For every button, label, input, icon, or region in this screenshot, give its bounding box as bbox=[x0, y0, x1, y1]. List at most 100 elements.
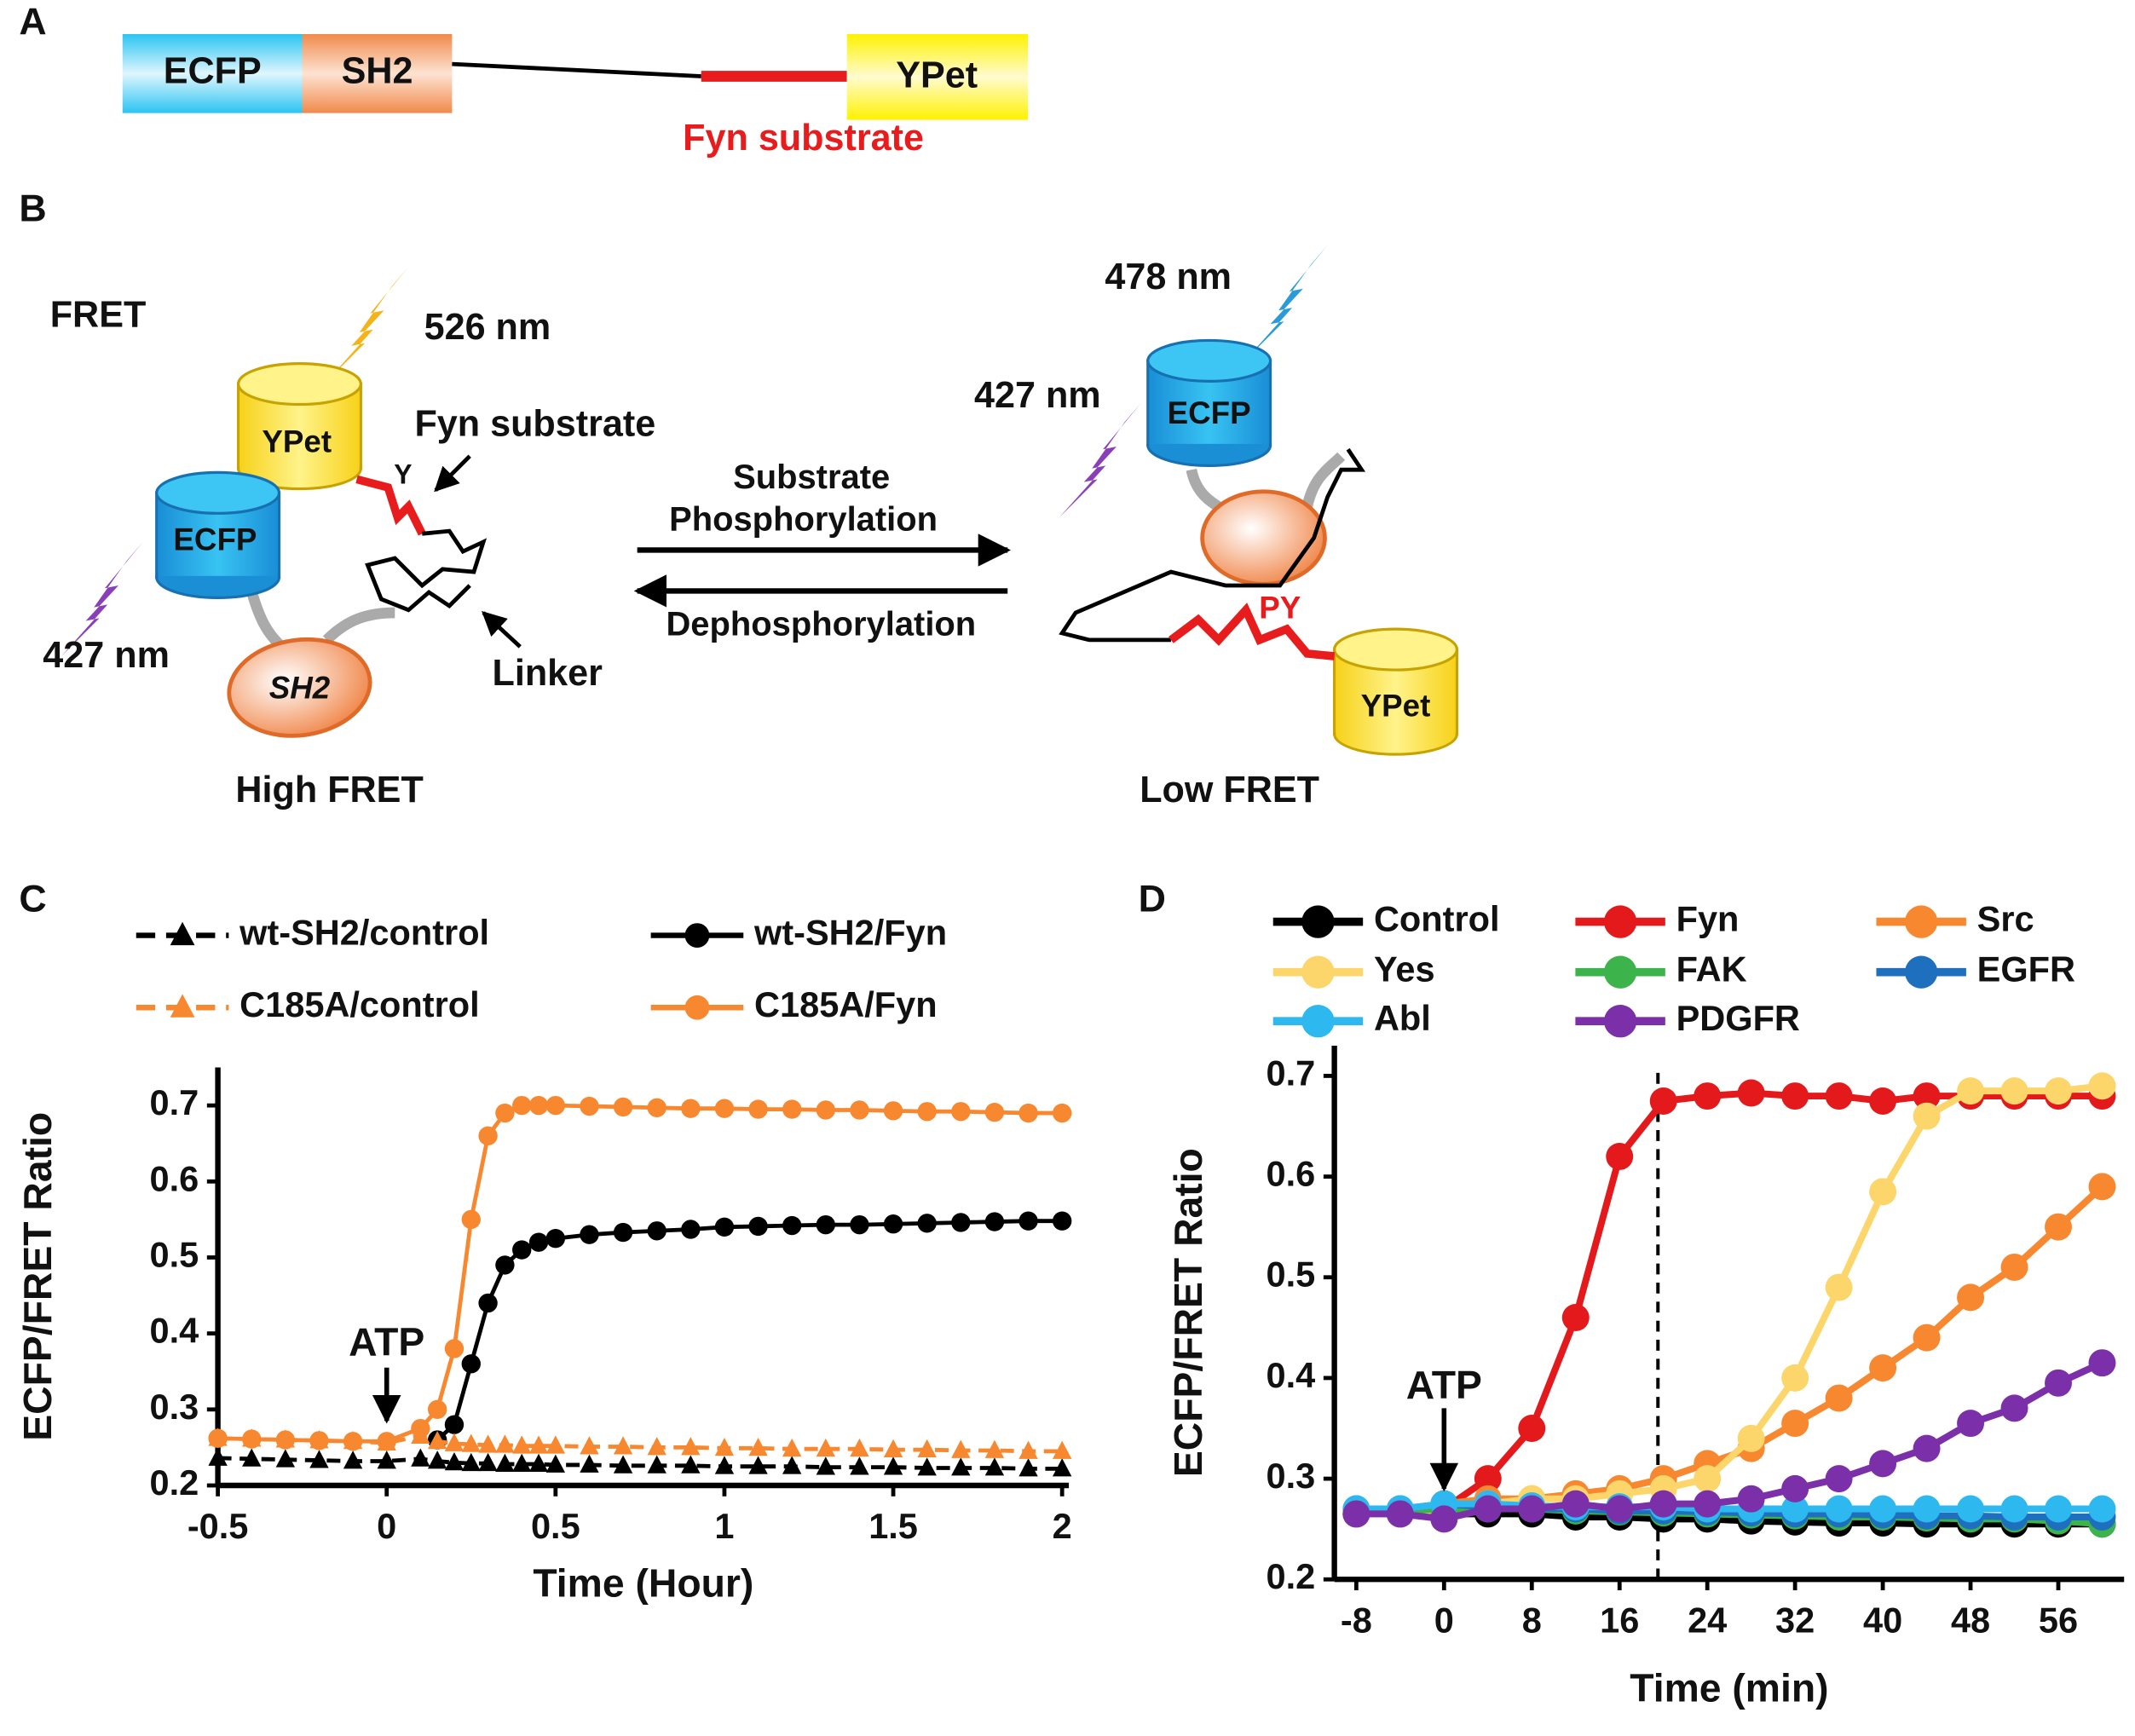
data-point bbox=[951, 1102, 971, 1122]
data-point bbox=[782, 1438, 802, 1457]
data-point bbox=[748, 1456, 768, 1474]
data-point bbox=[1430, 1505, 1458, 1533]
legend-marker bbox=[170, 994, 195, 1018]
series-line bbox=[436, 1219, 1063, 1442]
protein-label: YPet bbox=[1361, 688, 1431, 723]
data-point bbox=[1694, 1082, 1722, 1110]
data-point bbox=[816, 1100, 835, 1120]
data-point bbox=[545, 1435, 566, 1454]
data-point bbox=[1561, 1304, 1590, 1331]
data-point bbox=[427, 1451, 447, 1469]
data-point bbox=[647, 1221, 666, 1241]
data-point bbox=[495, 1434, 515, 1453]
data-point bbox=[545, 1229, 566, 1249]
series-line bbox=[217, 1456, 1063, 1471]
data-point bbox=[1518, 1495, 1546, 1523]
x-tick-label: 0 bbox=[377, 1506, 396, 1546]
chart: C 0.2 0.3 0.4 0.5 0.6 0.7 -0.5 0 0.5 1 1.5 2 Time (Ho… bbox=[15, 878, 1072, 1605]
arrow-label: Substrate bbox=[733, 459, 890, 496]
data-point bbox=[580, 1225, 599, 1244]
data-point bbox=[613, 1097, 633, 1117]
substrate-label: Fyn substrate bbox=[414, 403, 655, 444]
data-point bbox=[681, 1220, 701, 1239]
protein-label: SH2 bbox=[269, 671, 331, 706]
data-point bbox=[951, 1457, 971, 1476]
data-point bbox=[1052, 1103, 1072, 1123]
series-line bbox=[1356, 1184, 2105, 1518]
data-point bbox=[681, 1455, 701, 1474]
data-point bbox=[242, 1448, 262, 1467]
data-point bbox=[377, 1451, 396, 1469]
legend-label: Src bbox=[1977, 899, 2034, 939]
protein-label: YPet bbox=[262, 424, 332, 459]
data-point bbox=[984, 1439, 1005, 1458]
legend-label: EGFR bbox=[1977, 949, 2075, 989]
series-line bbox=[217, 1103, 1063, 1444]
data-point bbox=[1342, 1500, 1370, 1528]
data-point bbox=[1825, 1495, 1853, 1523]
data-point bbox=[275, 1449, 296, 1468]
data-point bbox=[984, 1457, 1005, 1476]
data-point bbox=[748, 1099, 768, 1119]
data-point bbox=[309, 1450, 329, 1468]
fret-label: FRET bbox=[50, 295, 147, 336]
data-point bbox=[2000, 1253, 2028, 1281]
data-point bbox=[2088, 1072, 2116, 1100]
panel-b: B FRET 526 nm YPet ECFP 427 nm SH2 Fyn s… bbox=[19, 187, 1459, 810]
y-tick-label: 0.3 bbox=[150, 1387, 199, 1427]
data-point bbox=[748, 1216, 768, 1237]
data-point bbox=[613, 1455, 633, 1474]
x-tick-label: 56 bbox=[2039, 1600, 2078, 1640]
x-tick-label: 16 bbox=[1600, 1600, 1639, 1640]
legend-marker bbox=[1603, 905, 1637, 938]
data-point bbox=[1825, 1273, 1853, 1301]
data-point bbox=[495, 1453, 515, 1472]
data-point bbox=[377, 1432, 396, 1451]
data-point bbox=[461, 1452, 481, 1472]
tyrosine-label: Y bbox=[394, 459, 412, 490]
data-point bbox=[917, 1439, 937, 1458]
data-point bbox=[208, 1428, 228, 1448]
data-point bbox=[917, 1457, 937, 1476]
legend-label: Yes bbox=[1374, 949, 1435, 989]
data-point bbox=[1018, 1458, 1038, 1477]
data-point bbox=[1649, 1490, 1677, 1518]
data-point bbox=[1781, 1495, 1809, 1523]
data-point bbox=[1474, 1495, 1502, 1523]
data-point bbox=[2045, 1369, 2072, 1397]
data-point bbox=[2088, 1495, 2116, 1523]
pointer bbox=[482, 611, 522, 649]
data-point bbox=[1052, 1458, 1072, 1477]
data-point bbox=[1825, 1465, 1853, 1493]
wavelength-label: 427 nm bbox=[43, 635, 170, 676]
data-point bbox=[1869, 1450, 1897, 1478]
pointer bbox=[434, 454, 471, 493]
data-point bbox=[748, 1438, 768, 1456]
data-point bbox=[411, 1418, 430, 1439]
sh2-box bbox=[302, 33, 453, 113]
legend-marker bbox=[1905, 905, 1938, 938]
data-point bbox=[343, 1432, 363, 1451]
legend-marker bbox=[1905, 955, 1938, 989]
data-point bbox=[1694, 1490, 1722, 1518]
panel-label: C bbox=[19, 878, 46, 920]
data-point bbox=[1694, 1465, 1722, 1493]
tether bbox=[1301, 452, 1346, 508]
legend-label: Abl bbox=[1374, 998, 1431, 1038]
data-point bbox=[208, 1447, 228, 1466]
box-label: ECFP bbox=[164, 51, 262, 92]
data-point bbox=[1913, 1082, 1941, 1110]
data-point bbox=[1825, 1082, 1853, 1110]
data-point bbox=[495, 1103, 515, 1123]
data-point bbox=[580, 1454, 599, 1473]
data-point bbox=[1386, 1500, 1414, 1528]
y-tick-label: 0.6 bbox=[150, 1158, 199, 1198]
data-point bbox=[1781, 1474, 1809, 1502]
data-point bbox=[1781, 1082, 1809, 1110]
data-point bbox=[1052, 1440, 1072, 1459]
y-axis-title: ECFP/FRET Ratio bbox=[1166, 1148, 1210, 1477]
substrate-label: Fyn substrate bbox=[683, 118, 924, 159]
data-point bbox=[2000, 1077, 2028, 1105]
x-tick-label: 1 bbox=[714, 1506, 734, 1546]
data-point bbox=[512, 1095, 532, 1116]
